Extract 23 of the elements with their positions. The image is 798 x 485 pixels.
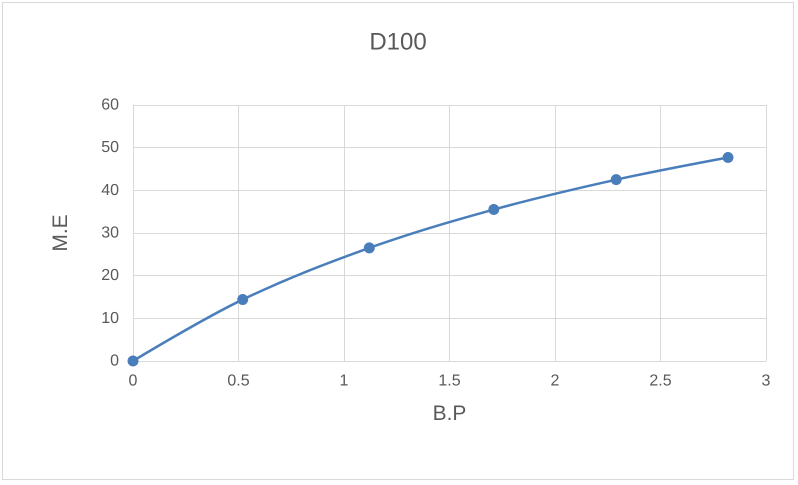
point: [722, 152, 734, 163]
point: [364, 242, 375, 254]
y-tick-label: 10: [101, 310, 120, 327]
x-axis-title: B.P: [432, 402, 466, 425]
y-tick-label: 40: [101, 182, 120, 199]
y-axis-title: M.E: [49, 214, 72, 252]
point: [610, 174, 622, 186]
point: [237, 294, 248, 306]
point: [488, 204, 500, 216]
y-tick-label: 0: [110, 352, 120, 370]
y-tick-label: 60: [101, 96, 120, 114]
y-tick-label: 50: [101, 139, 120, 156]
y-tick-label: 20: [101, 267, 120, 284]
x-tick-label: 3: [762, 372, 771, 390]
y-tick-label: 30: [101, 224, 120, 242]
x-tick-label: 0: [128, 372, 138, 390]
x-tick-label: 0.5: [227, 372, 250, 390]
point: [128, 356, 138, 366]
x-tick-label: 2.5: [649, 372, 672, 390]
x-tick-label: 1: [340, 372, 349, 390]
chart-title: D100: [369, 28, 427, 56]
x-tick-label: 1.5: [438, 372, 461, 390]
x-tick-label: 2: [550, 372, 560, 390]
